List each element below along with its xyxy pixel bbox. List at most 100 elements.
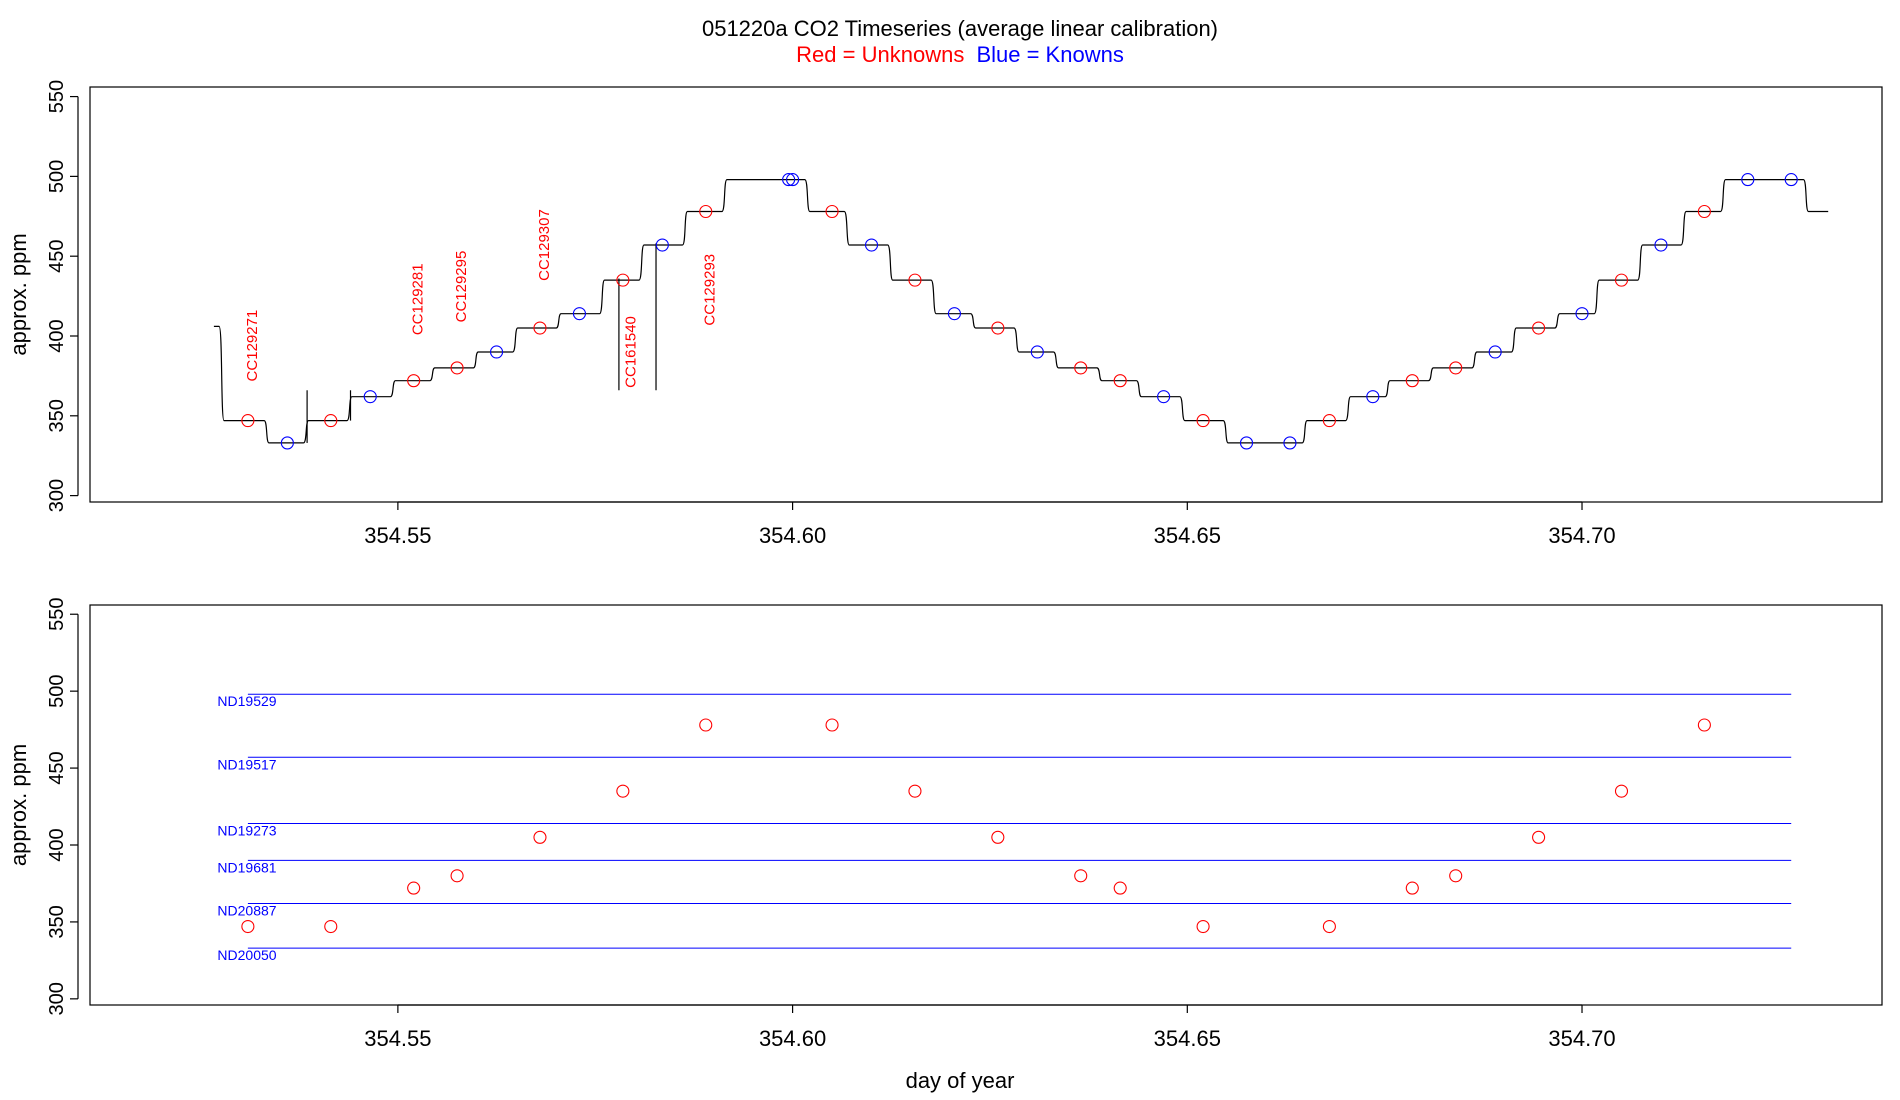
known-point — [1654, 238, 1668, 252]
y-tick-label: 500 — [46, 160, 68, 193]
x-tick-label: 354.60 — [759, 1026, 826, 1051]
unknown-point — [908, 273, 922, 287]
known-point — [947, 307, 961, 321]
y-tick-label: 300 — [46, 982, 68, 1015]
unknown-point — [699, 718, 713, 732]
y-tick-label: 350 — [46, 399, 68, 432]
bottom-panel: 300 350 400 450 500 550 approx. ppm 354.55 354.6… — [6, 598, 1883, 1051]
y-tick-label: 350 — [46, 905, 68, 938]
y-tick-label: 550 — [46, 598, 68, 631]
x-axis-label: day of year — [906, 1068, 1015, 1093]
unknown-point — [1614, 784, 1629, 798]
unknown-point — [324, 414, 338, 428]
x-tick-label: 354.55 — [364, 523, 431, 548]
unknown-point — [825, 204, 839, 219]
unknown-point — [616, 784, 630, 798]
unknown-point — [1113, 374, 1127, 388]
unknown-point — [1113, 881, 1127, 895]
unknown-point — [1532, 830, 1546, 844]
known-point — [1239, 436, 1254, 450]
known-point — [490, 345, 504, 359]
known-point — [1157, 390, 1171, 404]
reference-line-label: ND20887 — [217, 902, 276, 918]
x-tick-label: 354.65 — [1154, 1026, 1221, 1051]
y-tick-label: 400 — [46, 319, 68, 352]
known-point — [363, 390, 377, 404]
known-point — [655, 238, 669, 252]
y-axis-label: approx. ppm — [6, 233, 31, 355]
subtitle-knowns: Blue = Knowns — [976, 42, 1123, 67]
x-tick-label: 354.55 — [364, 1026, 431, 1051]
unknown-point — [1322, 414, 1336, 428]
unknown-point — [1405, 374, 1419, 388]
y-tick-label: 450 — [46, 240, 68, 273]
unknown-point — [241, 919, 255, 934]
unknown-point — [1697, 718, 1711, 732]
known-point — [1741, 173, 1755, 187]
unknown-point — [1196, 414, 1210, 428]
known-point — [864, 238, 879, 252]
known-point — [1283, 436, 1297, 450]
reference-line-label: ND19681 — [217, 859, 276, 875]
unknown-point — [616, 273, 630, 287]
y-tick-label: 450 — [46, 751, 68, 784]
y-tick-label: 400 — [46, 828, 68, 861]
unknown-point — [991, 321, 1005, 335]
figure-subtitle: Red = Unknowns Blue = Knowns — [796, 42, 1124, 67]
unknown-point — [1532, 321, 1546, 335]
unknown-point — [699, 204, 713, 219]
unknown-point — [1074, 361, 1088, 375]
unknown-point — [1074, 869, 1088, 883]
known-point — [1575, 307, 1589, 321]
unknown-point — [241, 414, 255, 428]
x-tick-label: 354.70 — [1548, 523, 1615, 548]
x-tick-label: 354.60 — [759, 523, 826, 548]
unknown-point — [533, 830, 547, 844]
unknown-point — [533, 321, 547, 335]
y-axis-label: approx. ppm — [6, 744, 31, 866]
reference-line-label: ND20050 — [217, 947, 276, 963]
sample-id-label: CC161540 — [623, 316, 640, 388]
x-tick-label: 354.70 — [1548, 1026, 1615, 1051]
known-point — [1366, 390, 1380, 404]
unknown-point — [407, 881, 421, 895]
unknown-point — [1322, 919, 1336, 934]
top-panel: 300 350 400 450 500 550 approx. ppm 354.55 354.6… — [6, 80, 1883, 548]
unknown-point — [1405, 881, 1419, 895]
y-tick-label: 550 — [46, 80, 68, 113]
unknown-point — [1449, 361, 1463, 375]
reference-line-label: ND19273 — [217, 822, 276, 838]
unknown-point — [1449, 869, 1463, 883]
unknown-point — [1614, 273, 1629, 287]
sample-id-label: CC129307 — [536, 209, 553, 281]
known-point — [280, 436, 294, 450]
unknown-point — [908, 784, 922, 798]
unknown-point — [407, 374, 421, 388]
sample-id-label: CC129293 — [702, 254, 719, 326]
unknown-point — [450, 869, 464, 883]
subtitle-unknowns: Red = Unknowns — [796, 42, 964, 67]
reference-line-label: ND19529 — [217, 693, 276, 709]
unknown-point — [324, 919, 338, 934]
sample-id-label: CC129271 — [244, 310, 261, 382]
unknown-point — [825, 718, 839, 732]
unknown-point — [1697, 204, 1711, 219]
x-tick-label: 354.65 — [1154, 523, 1221, 548]
sample-id-label: CC129281 — [410, 263, 427, 335]
known-point — [572, 307, 586, 321]
co2-trace-line — [213, 179, 1829, 444]
known-point — [1488, 345, 1502, 359]
known-point — [782, 173, 796, 187]
known-point — [1784, 173, 1798, 187]
reference-line-label: ND19517 — [217, 756, 276, 772]
unknown-point — [1196, 919, 1210, 934]
y-tick-label: 500 — [46, 674, 68, 707]
known-point — [786, 173, 800, 187]
unknown-point — [991, 830, 1005, 844]
figure-title: 051220a CO2 Timeseries (average linear c… — [702, 16, 1218, 41]
sample-id-label: CC129295 — [453, 251, 470, 323]
y-tick-label: 300 — [46, 479, 68, 512]
known-point — [1030, 345, 1044, 359]
